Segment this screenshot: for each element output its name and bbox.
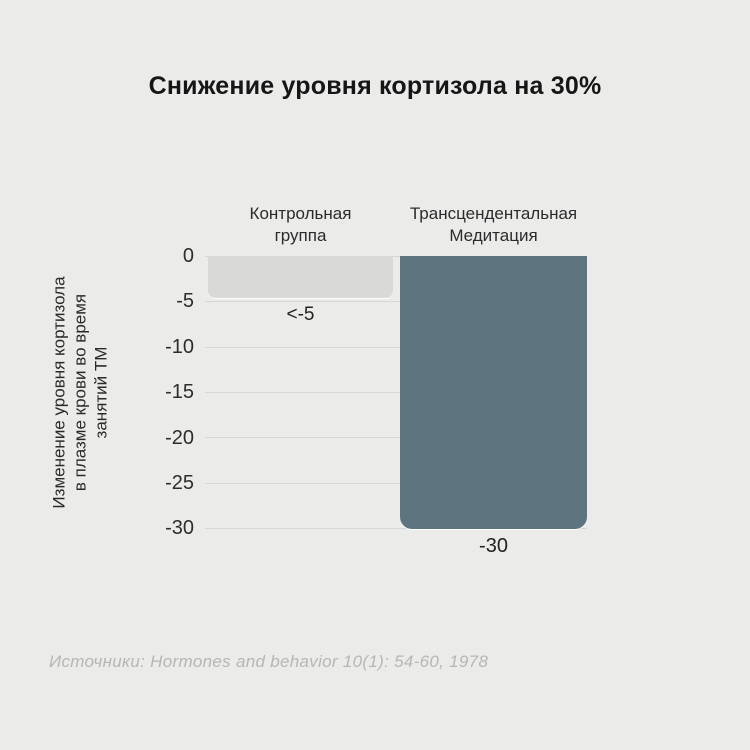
category-label-transcendental-meditation: Трансцендентальная Медитация [409, 204, 578, 245]
y-tick-label: -10 [165, 336, 194, 358]
y-tick-label: -30 [165, 517, 194, 539]
gridline [205, 528, 587, 529]
gridline [205, 256, 587, 257]
gridline [205, 392, 587, 393]
bar-control-group [208, 256, 393, 298]
y-tick-label: -5 [176, 290, 194, 312]
plot-area: <-5 -30 [205, 256, 587, 557]
source-citation: Источники: Hormones and behavior 10(1): … [49, 652, 489, 671]
y-axis-label-wrap: Изменение уровня кортизола в плазме кров… [44, 256, 116, 529]
category-label-control-group: Контрольная группа [249, 204, 352, 245]
bar-value-transcendental-meditation: -30 [479, 535, 508, 557]
chart-title: Снижение уровня кортизола на 30% [148, 72, 602, 100]
y-axis-label: Изменение уровня кортизола в плазме кров… [49, 276, 111, 509]
bar-value-control-group: <-5 [286, 304, 315, 325]
y-tick-label: 0 [182, 245, 194, 267]
bar-transcendental-meditation [400, 256, 587, 529]
gridline [205, 301, 587, 302]
y-tick-label: -15 [165, 381, 194, 403]
gridline [205, 347, 587, 348]
y-tick-label: -25 [165, 472, 194, 494]
gridline [205, 437, 587, 438]
gridline [205, 483, 587, 484]
y-tick-label: -20 [165, 427, 194, 449]
